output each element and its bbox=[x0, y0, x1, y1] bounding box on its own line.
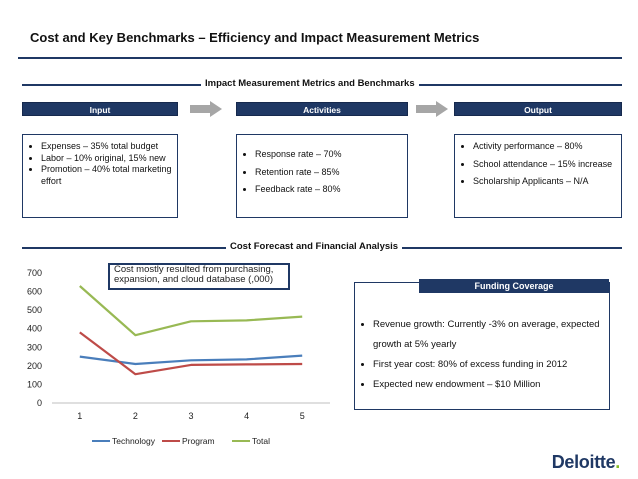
funding-bullet: Expected new endowment – $10 Million bbox=[373, 375, 609, 395]
x-tick-label: 2 bbox=[133, 411, 138, 421]
y-tick-label: 100 bbox=[27, 379, 42, 389]
cost-forecast-chart: 0 100 200 300 400 500 600 700 1 2 3 4 5 Technology Pro… bbox=[27, 268, 330, 446]
input-bullet: Labor – 10% original, 15% new bbox=[41, 153, 173, 165]
phase-activities: Activities bbox=[236, 102, 408, 116]
chart-callout: Cost mostly resulted from purchasing, ex… bbox=[108, 263, 290, 290]
y-tick-label: 600 bbox=[27, 287, 42, 297]
funding-bullet: First year cost: 80% of excess funding i… bbox=[373, 355, 609, 375]
forecast-section-heading: Cost Forecast and Financial Analysis bbox=[226, 241, 403, 252]
title-divider bbox=[18, 57, 622, 59]
series-line-program bbox=[79, 331, 303, 376]
activities-bullet: Retention rate – 85% bbox=[255, 167, 403, 179]
input-bullet: Expenses – 35% total budget bbox=[41, 141, 173, 153]
phase-output: Output bbox=[454, 102, 622, 116]
phase-input: Input bbox=[22, 102, 178, 116]
y-tick-label: 700 bbox=[27, 268, 42, 278]
legend-label: Program bbox=[182, 436, 215, 446]
logo-text: Deloitte bbox=[551, 452, 616, 472]
y-tick-label: 300 bbox=[27, 342, 42, 352]
x-tick-label: 5 bbox=[300, 411, 305, 421]
logo-dot: . bbox=[615, 452, 620, 472]
y-tick-label: 200 bbox=[27, 361, 42, 371]
x-tick-label: 3 bbox=[188, 411, 193, 421]
legend-label: Total bbox=[252, 436, 270, 446]
output-bullet: Scholarship Applicants – N/A bbox=[473, 176, 617, 188]
activities-bullet: Response rate – 70% bbox=[255, 149, 403, 161]
funding-coverage-box: Funding Coverage Revenue growth: Current… bbox=[354, 279, 610, 410]
output-metrics-box: Activity performance – 80% School attend… bbox=[454, 134, 622, 218]
arrow-right-icon bbox=[416, 101, 448, 117]
activities-metrics-box: Response rate – 70% Retention rate – 85%… bbox=[236, 134, 408, 218]
y-tick-label: 0 bbox=[37, 398, 42, 408]
funding-bullet: Revenue growth: Currently -3% on average… bbox=[373, 315, 609, 355]
y-tick-label: 500 bbox=[27, 305, 42, 315]
y-tick-label: 400 bbox=[27, 324, 42, 334]
series-line-total bbox=[79, 285, 303, 337]
deloitte-logo: Deloitte. bbox=[551, 452, 621, 473]
x-tick-label: 4 bbox=[244, 411, 249, 421]
impact-section-heading: Impact Measurement Metrics and Benchmark… bbox=[201, 78, 419, 89]
legend-label: Technology bbox=[112, 436, 156, 446]
activities-bullet: Feedback rate – 80% bbox=[255, 184, 403, 196]
funding-coverage-heading: Funding Coverage bbox=[419, 279, 609, 293]
input-bullet: Promotion – 40% total marketing effort bbox=[41, 164, 173, 187]
input-metrics-box: Expenses – 35% total budget Labor – 10% … bbox=[22, 134, 178, 218]
slide-title: Cost and Key Benchmarks – Efficiency and… bbox=[30, 30, 480, 45]
output-bullet: School attendance – 15% increase bbox=[473, 159, 617, 171]
x-tick-label: 1 bbox=[77, 411, 82, 421]
arrow-right-icon bbox=[190, 101, 222, 117]
output-bullet: Activity performance – 80% bbox=[473, 141, 617, 153]
